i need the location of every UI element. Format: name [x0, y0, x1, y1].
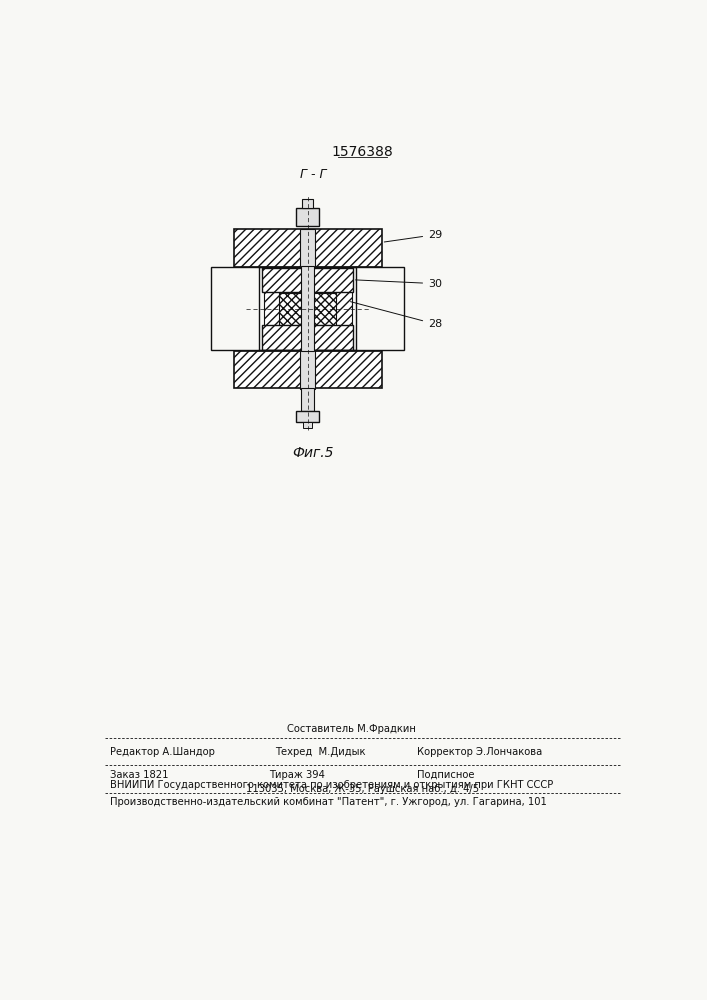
- Bar: [300, 229, 315, 267]
- Text: Техред  М.Дидык: Техред М.Дидык: [275, 747, 366, 757]
- Bar: [303, 422, 312, 428]
- Text: Составитель М.Фрадкин: Составитель М.Фрадкин: [287, 724, 416, 734]
- Text: Заказ 1821: Заказ 1821: [110, 770, 169, 780]
- Text: 28: 28: [351, 302, 443, 329]
- Text: Подписное: Подписное: [417, 770, 474, 780]
- Text: Корректор Э.Лончакова: Корректор Э.Лончакова: [417, 747, 542, 757]
- Bar: [267, 293, 307, 325]
- Text: 30: 30: [356, 279, 442, 289]
- Bar: [296, 208, 319, 226]
- Text: 113035, Москва, Ж-35, Раушская наб., д. 4/5: 113035, Москва, Ж-35, Раушская наб., д. …: [246, 784, 479, 794]
- Bar: [308, 293, 348, 325]
- Text: ВНИИПИ Государственного комитета по изобретениям и открытиям при ГКНТ СССР: ВНИИПИ Государственного комитета по изоб…: [110, 780, 554, 790]
- Text: Производственно-издательский комбинат "Патент", г. Ужгород, ул. Гагарина, 101: Производственно-издательский комбинат "П…: [110, 797, 547, 807]
- Bar: [302, 199, 313, 208]
- Text: 1576388: 1576388: [332, 145, 393, 159]
- Bar: [264, 267, 279, 350]
- Bar: [211, 267, 404, 350]
- Text: Тираж 394: Тираж 394: [269, 770, 325, 780]
- Bar: [296, 411, 320, 422]
- Bar: [262, 268, 353, 292]
- Bar: [262, 325, 353, 350]
- Text: Редактор А.Шандор: Редактор А.Шандор: [110, 747, 215, 757]
- Bar: [301, 266, 314, 351]
- Bar: [233, 229, 382, 267]
- Text: 29: 29: [385, 230, 443, 242]
- Text: Г - Г: Г - Г: [300, 168, 326, 181]
- Bar: [233, 351, 382, 388]
- Bar: [301, 388, 314, 411]
- Text: Фиг.5: Фиг.5: [292, 446, 334, 460]
- Bar: [336, 267, 351, 350]
- Bar: [300, 350, 315, 389]
